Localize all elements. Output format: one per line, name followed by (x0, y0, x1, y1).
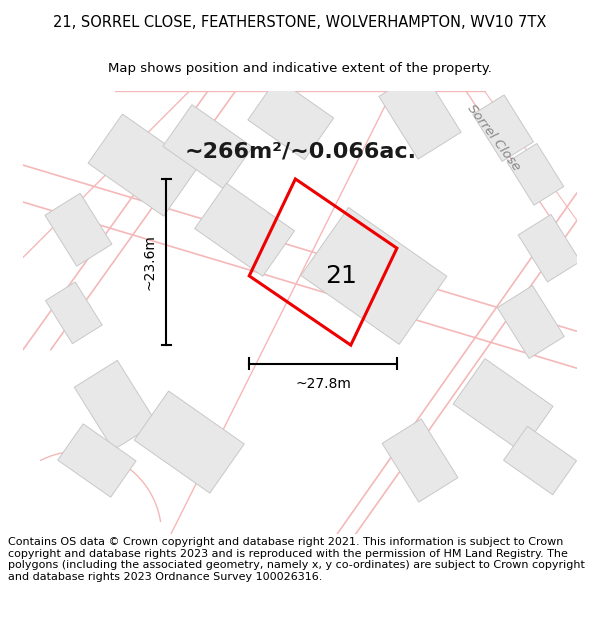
Text: ~266m²/~0.066ac.: ~266m²/~0.066ac. (185, 141, 416, 161)
Text: ~23.6m: ~23.6m (143, 234, 157, 290)
Polygon shape (382, 419, 458, 502)
Text: 21: 21 (326, 264, 358, 288)
Text: 21, SORREL CLOSE, FEATHERSTONE, WOLVERHAMPTON, WV10 7TX: 21, SORREL CLOSE, FEATHERSTONE, WOLVERHA… (53, 15, 547, 30)
Polygon shape (507, 144, 564, 205)
Text: ~27.8m: ~27.8m (295, 378, 351, 391)
Polygon shape (163, 104, 253, 189)
Polygon shape (134, 391, 244, 493)
Polygon shape (46, 282, 102, 344)
Polygon shape (194, 183, 295, 276)
Polygon shape (503, 426, 577, 495)
Polygon shape (88, 114, 198, 216)
Text: Map shows position and indicative extent of the property.: Map shows position and indicative extent… (108, 62, 492, 75)
Polygon shape (74, 361, 157, 450)
Polygon shape (248, 78, 334, 159)
Text: Sorrel Close: Sorrel Close (465, 102, 523, 173)
Polygon shape (518, 214, 580, 282)
Text: Contains OS data © Crown copyright and database right 2021. This information is : Contains OS data © Crown copyright and d… (8, 537, 584, 582)
Polygon shape (497, 286, 565, 359)
Polygon shape (473, 95, 533, 161)
Polygon shape (301, 208, 447, 344)
Polygon shape (379, 69, 461, 159)
Polygon shape (45, 193, 112, 266)
Polygon shape (58, 424, 136, 498)
Polygon shape (453, 359, 553, 452)
